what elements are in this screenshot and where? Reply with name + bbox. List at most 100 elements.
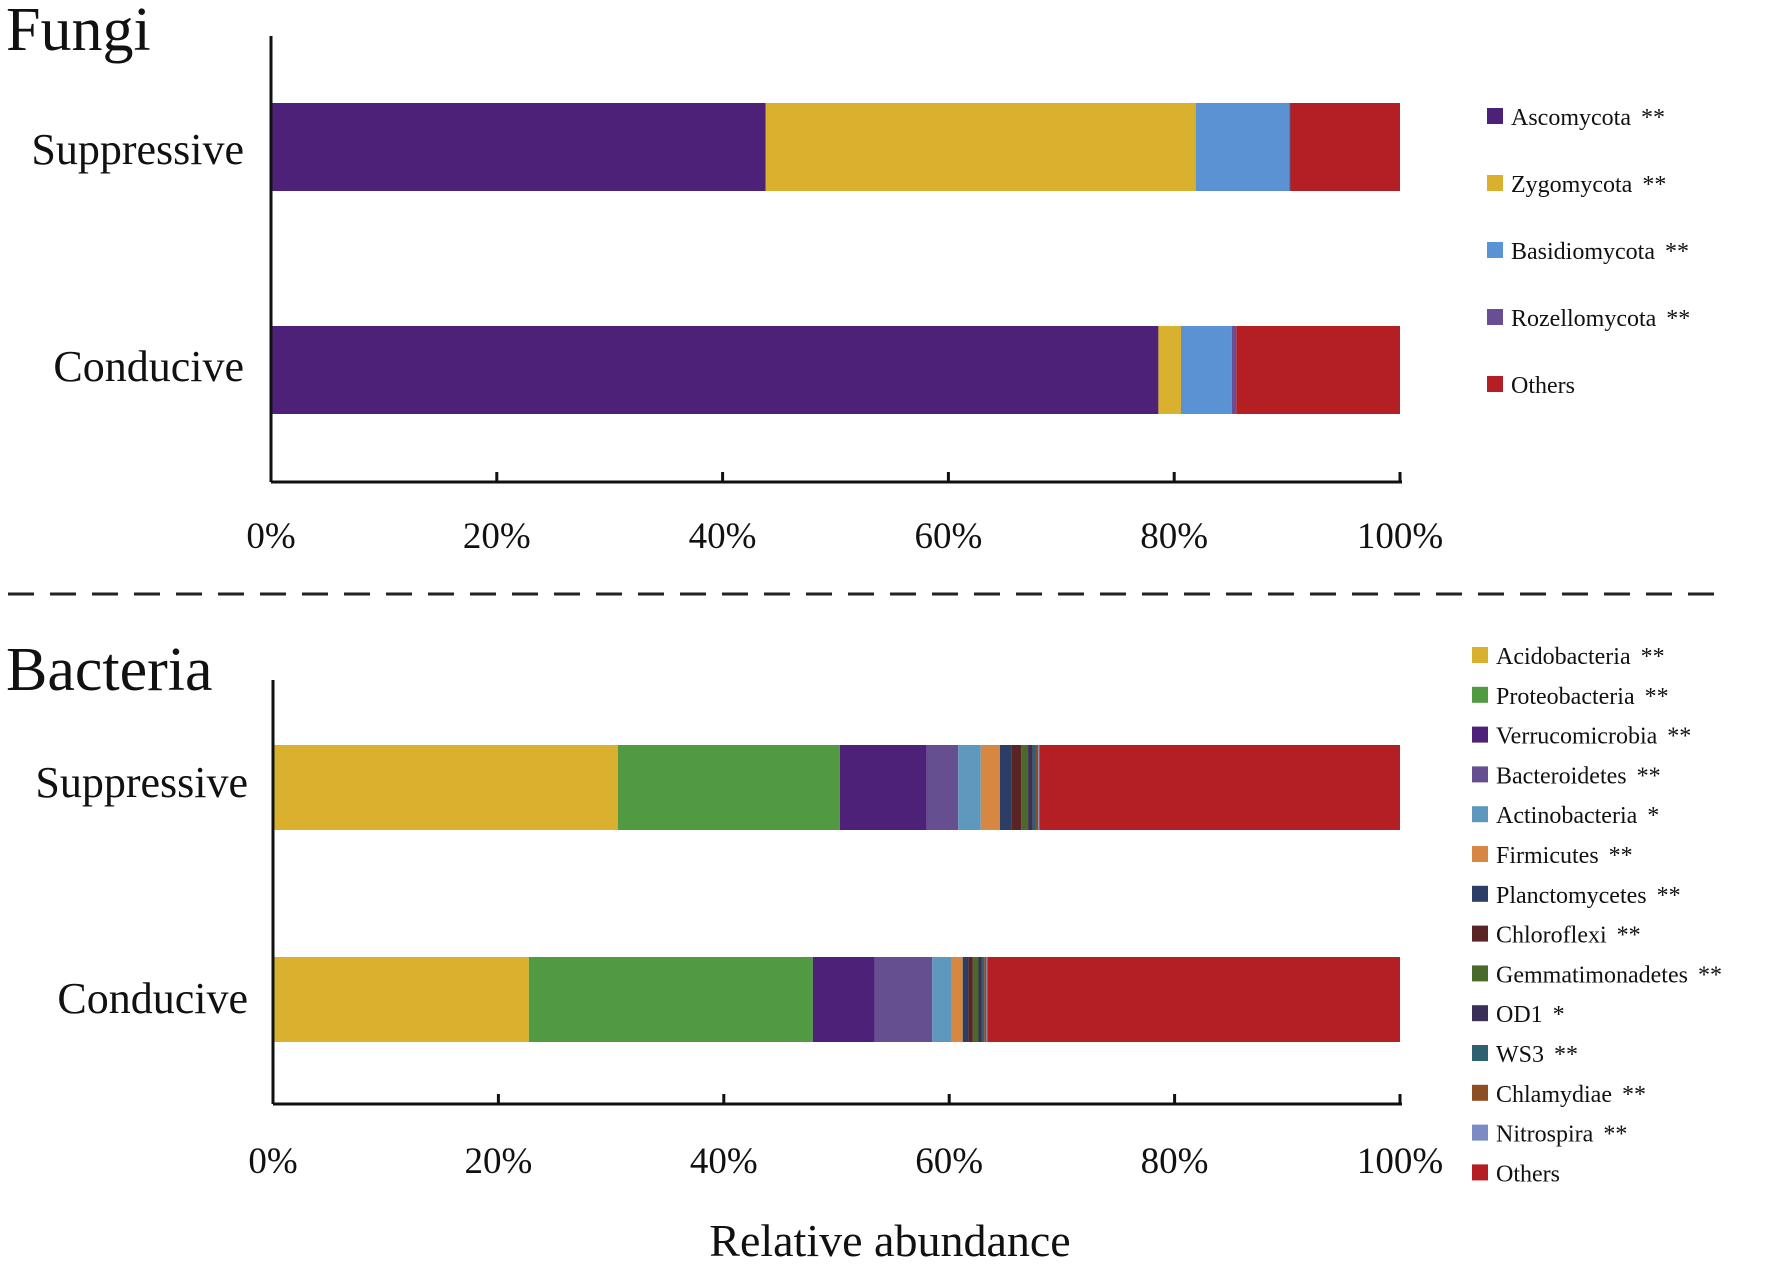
bar-segment-ws3: [1032, 745, 1036, 830]
legend-swatch: [1487, 108, 1503, 124]
legend-label: Basidiomycota **: [1511, 239, 1689, 265]
legend-swatch: [1487, 376, 1503, 392]
bar-segment-ascomycota: [271, 326, 1159, 414]
category-label: Suppressive: [35, 758, 248, 807]
chart-panel-bacteria: Bacteria Suppressive Conducive 0% 20% 40% 60% 8…: [6, 636, 1722, 1187]
bar-segment-acidobacteria: [273, 745, 618, 830]
significance-mark: **: [1642, 172, 1666, 198]
category-label: Suppressive: [31, 125, 244, 174]
x-tick-label: 0%: [246, 516, 295, 557]
bar-segment-verrucomicrobia: [839, 745, 927, 830]
legend-label: Actinobacteria *: [1496, 803, 1659, 829]
significance-mark: **: [1667, 724, 1691, 750]
bar-segment-gemmatimonadetes: [972, 957, 979, 1042]
x-tick-label: 80%: [1141, 1141, 1209, 1182]
legend-swatch: [1472, 965, 1488, 982]
legend-label: Planctomycetes **: [1496, 883, 1681, 909]
x-tick-label: 60%: [914, 516, 982, 557]
legend-swatch: [1472, 1164, 1488, 1181]
bar-segment-proteobacteria: [617, 745, 840, 830]
legend-swatch: [1472, 846, 1488, 862]
bar-segment-planctomycetes: [999, 745, 1012, 830]
panel-title: Fungi: [6, 0, 151, 64]
x-tick-label: 100%: [1357, 1141, 1443, 1182]
bar-segment-actinobacteria: [932, 957, 952, 1042]
chart-panel-fungi: Fungi Suppressive Conducive 0% 20% 40% 60% 80% 1…: [6, 0, 1690, 557]
legend-label: Verrucomicrobia **: [1496, 724, 1691, 750]
significance-mark: **: [1657, 883, 1681, 909]
legend-label: Others: [1511, 373, 1575, 399]
bar-segment-others: [1039, 745, 1400, 830]
bar-segment-verrucomicrobia: [812, 957, 875, 1042]
x-tick-label: 100%: [1357, 516, 1443, 557]
bar-segment-chloroflexi: [1011, 745, 1022, 830]
legend-label: Proteobacteria **: [1496, 684, 1669, 710]
legend-swatch: [1472, 925, 1488, 942]
bar-segment-od1: [978, 957, 982, 1042]
significance-mark: *: [1647, 803, 1659, 829]
legend-swatch: [1487, 175, 1503, 191]
category-label: Conducive: [57, 974, 248, 1023]
legend-label: Ascomycota **: [1511, 105, 1665, 131]
bar-segment-ascomycota: [271, 103, 766, 191]
significance-mark: **: [1641, 644, 1665, 670]
legend-label: Chlamydiae **: [1496, 1082, 1646, 1108]
x-tick-label: 0%: [248, 1141, 297, 1182]
bar-segment-firmicutes: [980, 745, 1000, 830]
significance-mark: **: [1641, 105, 1665, 131]
bar-segment-proteobacteria: [528, 957, 813, 1042]
bar-segment-ws3: [981, 957, 985, 1042]
bar-segment-zygomycota: [765, 103, 1196, 191]
x-tick-label: 80%: [1140, 516, 1208, 557]
legend-swatch: [1472, 806, 1488, 823]
bar-segment-acidobacteria: [273, 957, 529, 1042]
bar-segment-actinobacteria: [958, 745, 981, 830]
legend-label: Rozellomycota **: [1511, 306, 1690, 332]
significance-mark: **: [1666, 306, 1690, 332]
bar-segment-nitrospira: [1038, 745, 1040, 830]
bar-segment-firmicutes: [951, 957, 963, 1042]
bar-segment-chloroflexi: [968, 957, 973, 1042]
legend-swatch: [1472, 1084, 1488, 1101]
legend-swatch: [1472, 1045, 1488, 1061]
bar-segment-gemmatimonadetes: [1021, 745, 1029, 830]
bar-segment-zygomycota: [1158, 326, 1181, 414]
bar-segment-od1: [1028, 745, 1033, 830]
bar-segment-planctomycetes: [962, 957, 969, 1042]
bar-segment-bacteroidetes: [874, 957, 933, 1042]
legend-swatch: [1472, 686, 1488, 703]
bar-segment-rozellomycota: [1231, 326, 1237, 414]
legend-swatch: [1472, 647, 1488, 663]
significance-mark: **: [1698, 962, 1722, 988]
x-axis-label: Relative abundance: [709, 1215, 1070, 1266]
legend-swatch: [1472, 766, 1488, 783]
legend-swatch: [1472, 1124, 1488, 1141]
bar-segment-nitrospira: [986, 957, 988, 1042]
legend-label: Acidobacteria **: [1496, 644, 1665, 670]
legend-swatch: [1472, 885, 1488, 902]
legend-label: Bacteroidetes **: [1496, 763, 1661, 789]
legend-label: Nitrospira **: [1496, 1122, 1627, 1148]
x-tick-label: 40%: [690, 1141, 758, 1182]
legend-label: Zygomycota **: [1511, 172, 1666, 198]
bar-segment-bacteroidetes: [926, 745, 959, 830]
significance-mark: **: [1603, 1122, 1627, 1148]
legend-label: Others: [1496, 1161, 1560, 1187]
significance-mark: **: [1554, 1042, 1578, 1068]
significance-mark: *: [1553, 1002, 1565, 1028]
bar-segment-chlamydiae: [1035, 745, 1039, 830]
significance-mark: **: [1645, 684, 1669, 710]
legend-label: Firmicutes **: [1496, 843, 1633, 869]
x-tick-label: 60%: [915, 1141, 983, 1182]
legend-label: Chloroflexi **: [1496, 923, 1641, 949]
bar-segment-chlamydiae: [984, 957, 987, 1042]
legend-swatch: [1487, 309, 1503, 325]
legend-label: OD1 *: [1496, 1002, 1565, 1028]
x-tick-label: 20%: [463, 516, 531, 557]
significance-mark: **: [1637, 763, 1661, 789]
legend-swatch: [1472, 726, 1488, 743]
panel-title: Bacteria: [6, 636, 213, 704]
bar-segment-others: [1236, 326, 1400, 414]
bar-segment-others: [1290, 103, 1400, 191]
